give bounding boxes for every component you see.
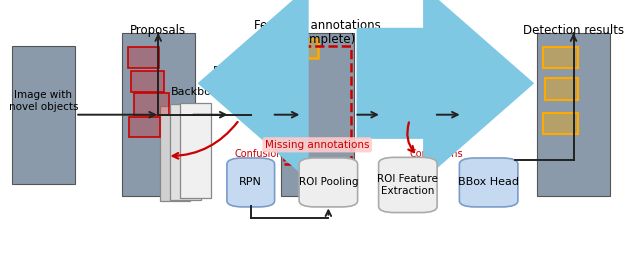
Text: Few-shot annotations: Few-shot annotations bbox=[254, 19, 381, 32]
Bar bbox=[160, 106, 190, 201]
Bar bbox=[128, 47, 159, 68]
Text: (incomplete): (incomplete) bbox=[280, 33, 355, 46]
Text: BBox Head: BBox Head bbox=[458, 177, 519, 187]
Text: Detection results: Detection results bbox=[523, 24, 624, 37]
Bar bbox=[122, 33, 195, 196]
Bar bbox=[170, 104, 200, 200]
FancyBboxPatch shape bbox=[299, 158, 358, 207]
Bar bbox=[284, 46, 351, 164]
Bar bbox=[180, 103, 211, 198]
Text: ROI Pooling: ROI Pooling bbox=[299, 177, 358, 187]
Text: ROI Feature
Extraction: ROI Feature Extraction bbox=[378, 174, 438, 196]
Text: Backbone: Backbone bbox=[171, 87, 225, 97]
Bar bbox=[545, 78, 579, 100]
Bar bbox=[543, 114, 579, 134]
Text: RPN Loss: RPN Loss bbox=[212, 66, 263, 76]
FancyBboxPatch shape bbox=[379, 157, 437, 213]
Bar bbox=[287, 39, 317, 58]
Bar bbox=[129, 117, 160, 137]
Bar bbox=[281, 33, 354, 196]
Text: Confusions: Confusions bbox=[235, 149, 289, 159]
Text: RPN: RPN bbox=[239, 177, 262, 187]
Bar bbox=[537, 33, 610, 196]
FancyBboxPatch shape bbox=[227, 158, 275, 207]
Bar bbox=[134, 93, 170, 115]
Bar bbox=[131, 71, 164, 92]
Text: BBox Loss: BBox Loss bbox=[417, 66, 474, 76]
Bar bbox=[12, 46, 76, 184]
Text: Missing annotations: Missing annotations bbox=[265, 140, 369, 150]
Bar bbox=[543, 47, 579, 68]
Text: Proposals: Proposals bbox=[130, 24, 186, 37]
Text: Image with
novel objects: Image with novel objects bbox=[9, 90, 78, 112]
Text: Confusions: Confusions bbox=[410, 149, 463, 159]
FancyBboxPatch shape bbox=[460, 158, 518, 207]
